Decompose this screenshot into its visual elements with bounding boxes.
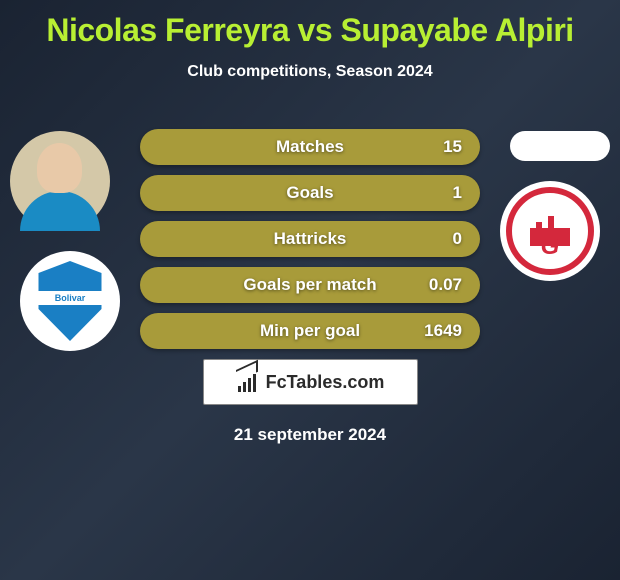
stat-row: Matches 15: [140, 129, 480, 165]
chart-icon: [236, 372, 260, 392]
ring-icon: G: [506, 187, 594, 275]
page-subtitle: Club competitions, Season 2024: [0, 63, 620, 81]
stat-label: Hattricks: [274, 229, 347, 249]
player-right-avatar: [510, 131, 610, 161]
stats-list: Matches 15 Goals 1 Hattricks 0 Goals per…: [140, 111, 480, 349]
stat-label: Goals per match: [243, 275, 376, 295]
stat-row: Goals per match 0.07: [140, 267, 480, 303]
stat-value: 0.07: [429, 275, 462, 295]
stat-value: 15: [443, 137, 462, 157]
stat-value: 0: [453, 229, 462, 249]
page-title: Nicolas Ferreyra vs Supayabe Alpiri: [0, 0, 620, 49]
brand-text: FcTables.com: [266, 372, 385, 393]
club-left-name: Bolivar: [35, 291, 105, 305]
stat-row: Min per goal 1649: [140, 313, 480, 349]
shield-icon: Bolivar: [35, 261, 105, 341]
player-left-avatar: [10, 131, 110, 231]
club-right-logo: G: [500, 181, 600, 281]
head-icon: [37, 143, 82, 193]
brand-badge: FcTables.com: [203, 359, 418, 405]
club-right-initial: G: [541, 233, 560, 261]
club-left-logo: Bolivar: [20, 251, 120, 351]
stat-label: Min per goal: [260, 321, 360, 341]
stat-row: Hattricks 0: [140, 221, 480, 257]
stat-row: Goals 1: [140, 175, 480, 211]
stat-label: Goals: [286, 183, 333, 203]
stat-value: 1: [453, 183, 462, 203]
comparison-panel: Bolivar G Matches 15 Goals 1 Hattricks 0…: [0, 111, 620, 341]
date-label: 21 september 2024: [0, 425, 620, 445]
stat-value: 1649: [424, 321, 462, 341]
stat-label: Matches: [276, 137, 344, 157]
jersey-icon: [20, 191, 100, 231]
